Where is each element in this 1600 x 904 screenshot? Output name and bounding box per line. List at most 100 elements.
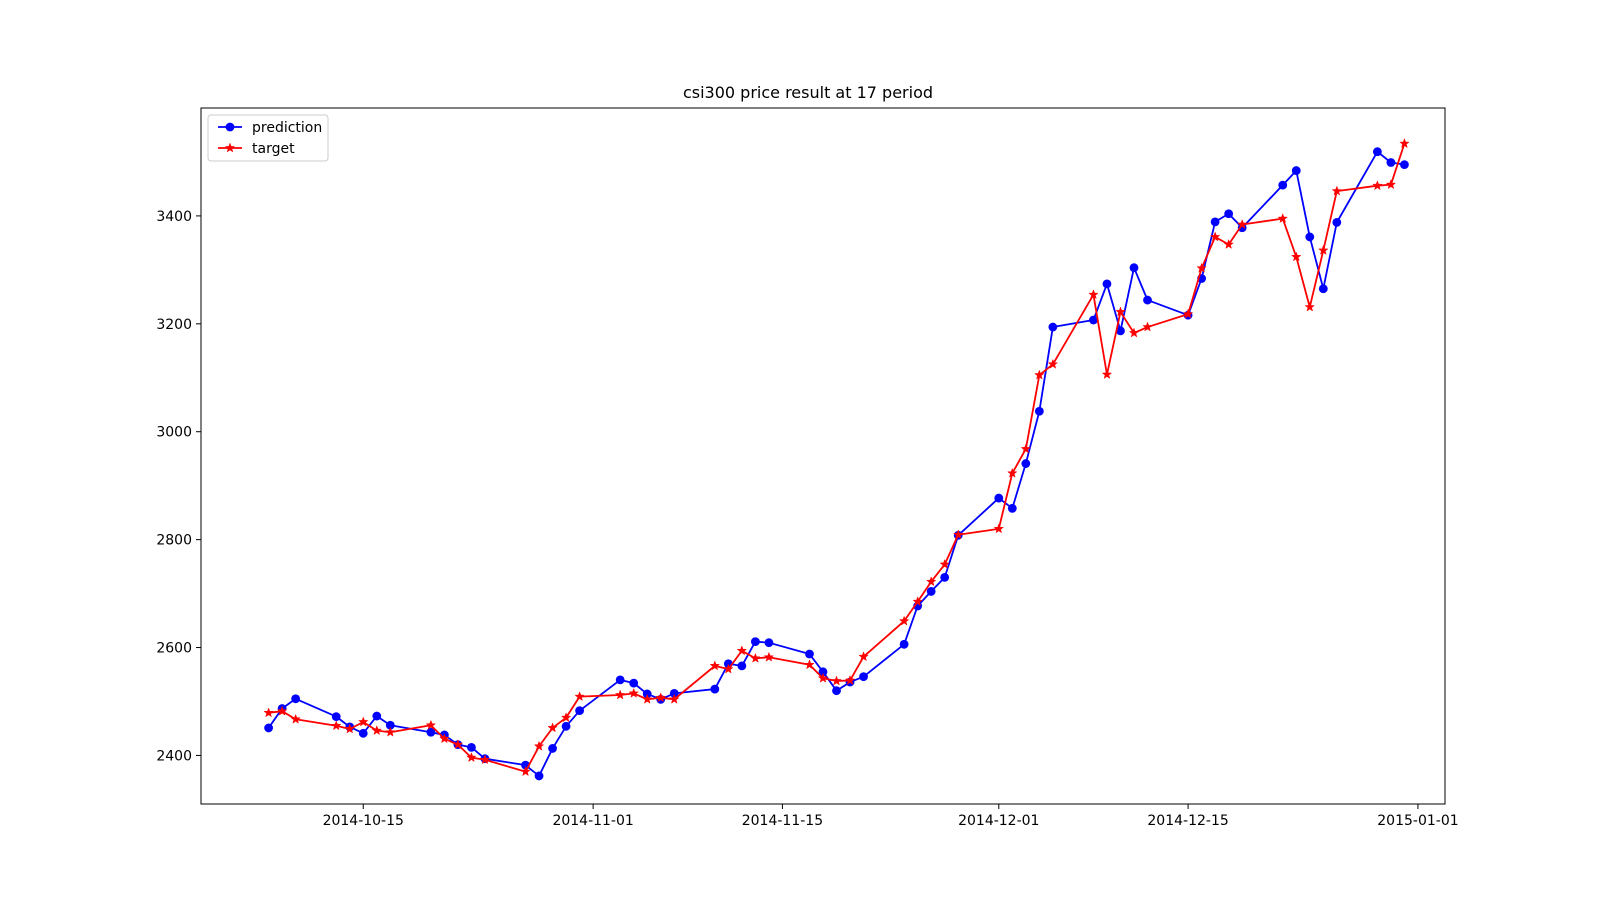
- legend-entry-prediction: prediction: [218, 120, 322, 136]
- data-point-target: [831, 675, 842, 686]
- data-point-target: [1020, 443, 1032, 454]
- data-point-target: [1277, 213, 1288, 224]
- data-point-prediction: [358, 728, 368, 738]
- data-point-target: [763, 651, 775, 662]
- legend-marker-target: [224, 142, 236, 153]
- data-point-target: [358, 716, 369, 727]
- x-tick-label: 2015-01-01: [1377, 813, 1458, 829]
- data-point-target: [385, 726, 396, 737]
- data-point-target: [479, 754, 491, 765]
- data-point-target: [723, 663, 734, 674]
- data-point-target: [858, 651, 869, 662]
- data-point-prediction: [994, 493, 1004, 503]
- data-point-target: [466, 752, 477, 763]
- data-point-target: [912, 596, 923, 607]
- data-point-prediction: [1143, 295, 1152, 305]
- data-point-target: [1047, 358, 1059, 369]
- data-point-prediction: [940, 572, 950, 582]
- data-point-prediction: [1278, 180, 1288, 190]
- data-point-target: [817, 672, 829, 683]
- y-tick-label: 3000: [156, 425, 192, 441]
- data-point-prediction: [331, 712, 341, 721]
- data-point-prediction: [750, 637, 760, 646]
- data-point-prediction: [467, 742, 476, 752]
- x-tick-label: 2014-12-15: [1147, 813, 1228, 829]
- data-point-prediction: [1291, 166, 1301, 175]
- data-point-target: [844, 674, 856, 685]
- data-point-prediction: [1305, 232, 1315, 242]
- data-point-prediction: [291, 694, 301, 704]
- data-point-prediction: [710, 684, 720, 694]
- data-point-target: [1142, 321, 1153, 332]
- data-point-target: [1182, 308, 1194, 319]
- data-point-prediction: [615, 675, 625, 685]
- data-point-target: [1101, 369, 1113, 379]
- data-point-target: [750, 652, 761, 663]
- data-point-prediction: [669, 688, 679, 698]
- data-point-prediction: [805, 649, 814, 659]
- data-point-prediction: [1400, 160, 1409, 170]
- data-point-prediction: [1034, 406, 1044, 416]
- data-point-prediction: [575, 706, 585, 716]
- data-point-target: [1236, 219, 1248, 230]
- data-point-target: [939, 558, 950, 569]
- series-target: [263, 138, 1410, 777]
- data-point-prediction: [899, 639, 909, 649]
- plot-frame: [200, 107, 1446, 805]
- data-point-prediction: [859, 672, 868, 682]
- data-point-prediction: [1386, 158, 1396, 167]
- data-point-target: [1128, 327, 1140, 338]
- data-point-target: [276, 705, 288, 716]
- data-point-prediction: [1210, 217, 1220, 227]
- data-point-target: [1115, 306, 1126, 317]
- data-point-target: [1223, 238, 1234, 249]
- legend: prediction target: [207, 114, 329, 162]
- data-point-target: [439, 733, 450, 744]
- data-point-target: [993, 523, 1005, 534]
- data-point-prediction: [1089, 315, 1098, 325]
- data-point-target: [1291, 251, 1302, 262]
- data-point-target: [1318, 244, 1329, 255]
- data-point-target: [952, 529, 964, 540]
- data-point-target: [1088, 289, 1099, 300]
- data-point-target: [344, 723, 355, 734]
- data-point-target: [533, 740, 545, 751]
- data-point-prediction: [264, 723, 274, 733]
- data-point-prediction: [1102, 279, 1112, 289]
- legend-marker-prediction: [225, 122, 235, 132]
- data-point-target: [330, 720, 342, 731]
- data-point-prediction: [548, 744, 557, 753]
- data-point-target: [1034, 369, 1045, 380]
- data-point-target: [1385, 179, 1397, 190]
- data-point-target: [371, 725, 383, 736]
- data-point-target: [1196, 262, 1207, 273]
- data-point-target: [804, 659, 815, 670]
- data-point-target: [1304, 301, 1316, 312]
- data-point-target: [736, 645, 748, 656]
- data-point-prediction: [1372, 147, 1382, 157]
- axis-layer: 2014-10-15 2014-11-01 2014-11-15 2014-12-01…: [156, 209, 1458, 829]
- data-point-prediction: [1116, 326, 1125, 336]
- data-point-target: [709, 660, 721, 671]
- data-point-prediction: [1332, 217, 1342, 227]
- data-point-prediction: [561, 721, 571, 731]
- data-point-target: [290, 713, 301, 724]
- data-point-target: [1209, 231, 1221, 242]
- data-point-prediction: [737, 661, 747, 671]
- data-point-prediction: [372, 711, 382, 721]
- data-point-target: [1331, 185, 1343, 196]
- data-point-target: [547, 722, 558, 733]
- data-point-target: [628, 687, 639, 698]
- y-tick-label: 3400: [156, 209, 192, 225]
- data-point-target: [641, 693, 653, 704]
- legend-label-prediction: prediction: [252, 120, 322, 136]
- data-point-target: [574, 691, 585, 702]
- y-tick-label: 2800: [156, 533, 192, 549]
- data-point-prediction: [1318, 284, 1328, 294]
- data-point-target: [655, 692, 666, 703]
- data-point-prediction: [1021, 459, 1031, 468]
- data-point-prediction: [1224, 209, 1234, 219]
- data-point-target: [1372, 180, 1383, 191]
